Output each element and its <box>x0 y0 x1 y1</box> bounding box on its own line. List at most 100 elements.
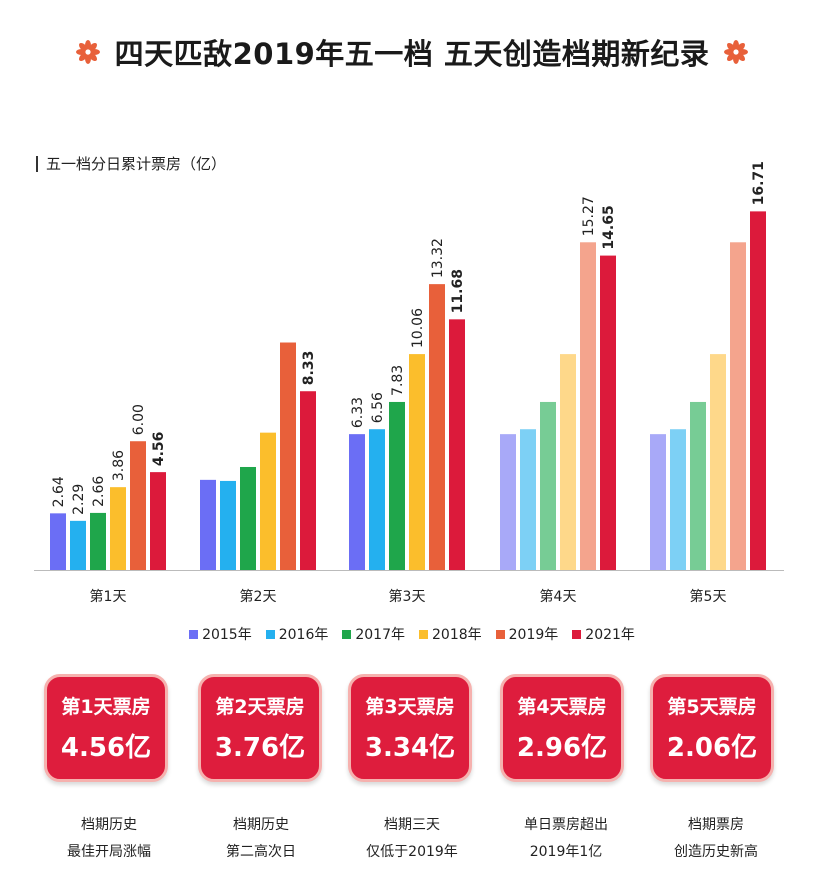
legend-label: 2019年 <box>508 627 559 643</box>
bar <box>110 487 126 570</box>
page-title: 四天匹敌2019年五一档 五天创造档期新纪录 <box>114 37 710 71</box>
bar <box>650 434 666 570</box>
card-value: 3.34亿 <box>364 733 456 763</box>
card-label: 第5天票房 <box>667 696 757 718</box>
card-value: 2.06亿 <box>666 733 758 763</box>
bar <box>240 466 256 570</box>
legend-item: 2015年 <box>189 624 252 644</box>
bar <box>710 354 726 570</box>
x-tick-label: 第2天 <box>240 588 277 605</box>
card-label: 第3天票房 <box>365 696 455 718</box>
legend-label: 2018年 <box>432 627 482 643</box>
bar <box>520 429 536 570</box>
box-office-card: 第1天票房 4.56亿 <box>44 674 168 782</box>
data-label: 8.33 <box>301 351 317 386</box>
x-tick-label: 第1天 <box>90 588 127 605</box>
legend-item: 2017年 <box>342 624 405 644</box>
box-office-card: 第3天票房 3.34亿 <box>348 674 472 782</box>
data-label: 2.64 <box>51 476 67 507</box>
bar <box>260 432 276 570</box>
legend-item: 2018年 <box>419 624 482 644</box>
data-label: 3.86 <box>111 450 127 481</box>
legend-swatch <box>572 629 582 639</box>
bar <box>429 284 445 570</box>
legend-swatch <box>419 629 428 639</box>
x-tick-label: 第3天 <box>389 588 426 605</box>
bar <box>730 242 746 570</box>
bar-chart: 2.64 2.29 2.663.866.004.56 第1天 8.33 第2天 6.33 6.… <box>34 161 784 605</box>
data-label: 2.29 <box>71 484 87 515</box>
card-note: 档期历史最佳开局涨幅 <box>34 812 184 866</box>
data-label: 6.56 <box>370 392 386 423</box>
card-note-line: 最佳开局涨幅 <box>67 844 151 860</box>
box-office-card: 第4天票房 2.96亿 <box>500 674 624 782</box>
card-value: 3.76亿 <box>214 733 306 763</box>
bar <box>449 319 465 570</box>
box-office-card: 第2天票房 3.76亿 <box>198 674 322 782</box>
legend-swatch <box>189 629 199 639</box>
legend-item: 2016年 <box>265 624 329 644</box>
x-tick-label: 第5天 <box>690 588 727 605</box>
data-label: 10.06 <box>410 308 426 348</box>
legend-swatch <box>265 629 275 639</box>
card-note: 档期历史 第二高次日 <box>186 812 336 866</box>
data-label: 6.00 <box>131 404 147 435</box>
bar <box>280 342 296 570</box>
bar <box>220 480 236 570</box>
flower-icon <box>75 40 100 64</box>
bar <box>389 401 405 570</box>
bar <box>300 391 316 570</box>
bar <box>560 354 576 570</box>
chart-legend: 2015年 2016年 2017年 2018年 2019年 2021年 <box>0 624 824 644</box>
bar <box>369 429 385 570</box>
bar <box>670 429 686 570</box>
bar <box>600 255 616 570</box>
card-note-line: 单日票房超出 <box>524 817 608 833</box>
legend-label: 2021年 <box>585 627 635 643</box>
flower-icon <box>724 40 749 64</box>
card-note-line: 档期历史 <box>81 817 137 833</box>
data-label: 14.65 <box>601 205 617 249</box>
bar <box>130 441 146 570</box>
bar <box>750 211 766 571</box>
bar <box>50 513 66 570</box>
card-note: 单日票房超出 2019年1亿 <box>491 812 641 866</box>
card-note-line: 2019年1亿 <box>529 844 603 860</box>
legend-label: 2015年 <box>202 627 252 643</box>
data-label: 4.56 <box>151 432 167 467</box>
x-tick-label: 第4天 <box>540 588 577 605</box>
legend-item: 2021年 <box>572 624 635 644</box>
data-label: 13.32 <box>430 238 446 278</box>
legend-label: 2016年 <box>278 627 329 643</box>
box-office-card: 第5天票房 2.06亿 <box>650 674 774 782</box>
card-label: 第2天票房 <box>215 696 305 718</box>
card-note-line: 仅低于2019年 <box>366 844 458 860</box>
legend-label: 2017年 <box>355 627 405 643</box>
bar <box>409 354 425 570</box>
data-label: 2.66 <box>91 476 107 507</box>
data-label: 15.27 <box>581 196 597 236</box>
card-label: 第1天票房 <box>61 696 151 718</box>
data-label: 6.33 <box>350 397 366 428</box>
card-note-line: 档期历史 <box>233 817 289 833</box>
bar <box>580 242 596 570</box>
bar <box>150 472 166 570</box>
bar <box>200 479 216 570</box>
card-note: 档期三天仅低于2019年 <box>337 812 487 866</box>
data-label: 11.68 <box>450 269 466 313</box>
bar <box>540 401 556 570</box>
card-note-line: 第二高次日 <box>226 844 296 860</box>
chart-subtitle: 五一档分日累计票房（亿） <box>36 156 226 172</box>
card-note-line: 创造历史新高 <box>674 844 758 860</box>
legend-swatch <box>495 629 505 639</box>
card-value: 4.56亿 <box>60 733 152 763</box>
card-note-line: 档期三天 <box>384 817 440 833</box>
bar <box>90 512 106 570</box>
bar <box>500 434 516 570</box>
card-note: 档期票房 创造历史新高 <box>641 812 791 866</box>
legend-item: 2019年 <box>495 624 559 644</box>
data-label: 16.71 <box>751 161 767 205</box>
bar <box>349 434 365 570</box>
header: 四天匹敌2019年五一档 五天创造档期新纪录 <box>0 22 824 82</box>
bar <box>70 520 86 570</box>
